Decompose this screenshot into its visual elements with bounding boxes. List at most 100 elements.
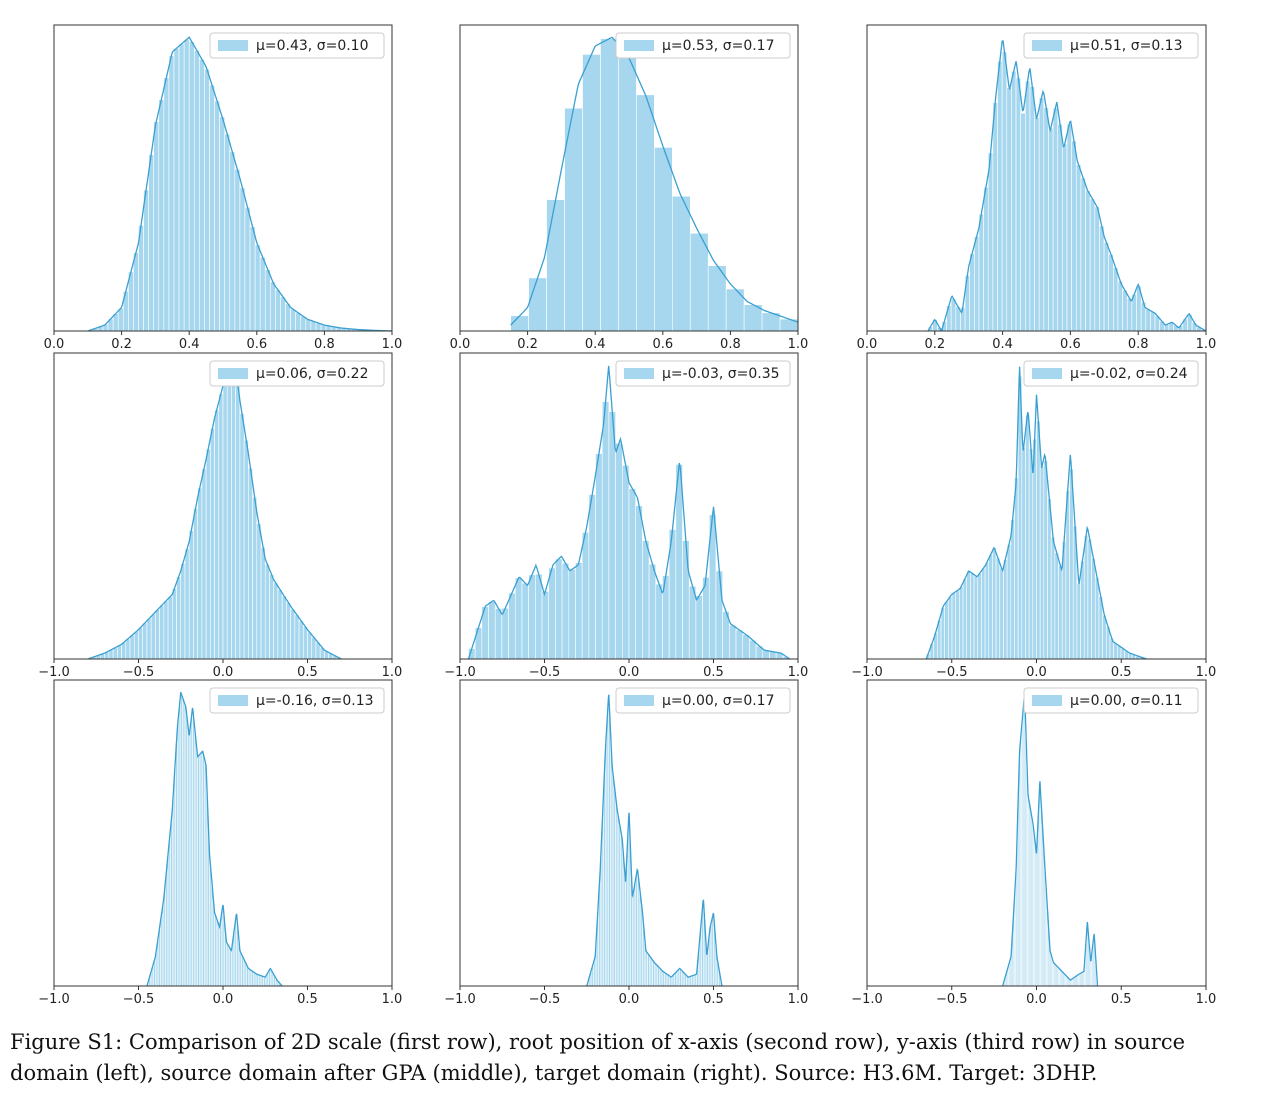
x-tick-label: −1.0: [851, 665, 883, 680]
x-tick-label: 0.5: [703, 992, 724, 1007]
histogram-bar: [508, 592, 516, 660]
histogram-bar: [1075, 164, 1082, 332]
histogram-bar: [568, 568, 576, 660]
x-tick-label: 0.0: [1026, 992, 1047, 1007]
x-tick-label: 1.0: [788, 665, 809, 680]
histogram-bar: [163, 600, 169, 660]
histogram-bar: [248, 467, 253, 660]
histogram-bar: [974, 236, 980, 332]
legend-swatch: [624, 40, 654, 51]
histogram-bar: [635, 505, 643, 660]
histogram-bar: [528, 277, 547, 332]
histogram-bar: [1048, 127, 1054, 332]
histogram-bar: [628, 488, 636, 660]
histogram-bar: [1145, 308, 1151, 332]
legend-box: [1023, 687, 1199, 714]
histogram-bar: [173, 47, 180, 332]
x-tick-label: 0.8: [314, 337, 335, 352]
histogram-bar: [277, 589, 283, 660]
histogram-bar: [541, 591, 550, 660]
legend-swatch: [1032, 695, 1062, 706]
legend-box: [615, 32, 791, 59]
histogram-bar: [535, 573, 543, 660]
histogram-bar: [129, 634, 135, 660]
histogram-bar: [474, 627, 483, 660]
histogram-bar: [243, 439, 249, 660]
histogram-bar: [168, 55, 175, 332]
legend-label: μ=0.43, σ=0.10: [256, 38, 369, 54]
histogram-bar: [193, 508, 198, 660]
histogram-bar: [1150, 311, 1156, 332]
histogram-bar: [1076, 583, 1081, 660]
x-tick-label: 0.8: [1128, 337, 1149, 352]
figure-plot-area: 0.0 0.2 0.4 0.6 0.8 1.0μ=0.43, σ=0.100.0 0.2 0.…: [38, 24, 1216, 1007]
histogram-bar: [1085, 190, 1091, 332]
histogram-bar: [264, 563, 270, 660]
histogram-bar: [729, 625, 737, 660]
histogram-bar: [201, 468, 207, 660]
histogram-bar: [138, 627, 144, 660]
chart-panel-1: 0.0 0.2 0.4 0.6 0.8 1.0 μ=0.43, σ=0.10: [44, 24, 403, 352]
legend-label: μ=0.06, σ=0.22: [256, 366, 369, 382]
histogram-bar: [973, 575, 979, 660]
histogram-bar: [601, 401, 610, 660]
x-tick-label: 0.5: [297, 665, 318, 680]
histogram-bar: [112, 647, 118, 660]
x-tick-label: 1.0: [382, 337, 403, 352]
histogram-bar: [1052, 107, 1059, 332]
x-tick-label: −0.5: [936, 992, 968, 1007]
legend-box: [615, 360, 791, 387]
x-tick-label: 0.0: [1026, 665, 1047, 680]
histogram-bar: [642, 540, 650, 660]
density-curve: [510, 36, 799, 326]
histogram-bar: [307, 631, 313, 660]
histogram-bar: [1113, 267, 1119, 332]
legend-label: μ=0.53, σ=0.17: [662, 38, 775, 54]
x-tick-label: 0.0: [619, 665, 640, 680]
histogram-bar: [1020, 112, 1026, 332]
legend-box: [209, 687, 385, 714]
x-tick-label: 0.4: [585, 337, 606, 352]
histogram-bar: [153, 121, 160, 332]
histogram-bar: [987, 152, 994, 332]
histogram-bar: [983, 187, 989, 332]
histogram-bar: [992, 102, 998, 332]
density-curve: [586, 694, 723, 987]
histogram-bar: [1043, 460, 1048, 660]
histogram-bar: [514, 577, 523, 660]
legend-swatch: [218, 40, 248, 51]
histogram-bar: [510, 315, 529, 332]
histogram-bar: [252, 497, 258, 660]
histogram-bar: [239, 187, 246, 332]
histogram-bar: [197, 487, 203, 660]
density-curve: [927, 40, 1207, 332]
histogram-bar: [951, 592, 957, 660]
histogram-bar: [1066, 123, 1072, 332]
histogram-bar: [148, 154, 155, 332]
histogram-bar: [159, 605, 165, 660]
histogram-bar: [618, 55, 637, 332]
legend-label: μ=-0.02, σ=0.24: [1070, 366, 1188, 382]
x-tick-label: −1.0: [38, 992, 70, 1007]
histogram-bar: [158, 99, 165, 332]
histogram-bar: [249, 226, 256, 332]
histogram-bar: [600, 38, 619, 332]
x-tick-label: −1.0: [851, 992, 883, 1007]
histogram-bar: [702, 576, 710, 660]
histogram-bar: [133, 252, 139, 332]
histogram-bar: [218, 393, 224, 660]
histogram-bar: [648, 563, 657, 660]
histogram-bar: [281, 595, 287, 660]
histogram-bar: [595, 453, 603, 660]
legend-swatch: [1032, 368, 1062, 379]
histogram-bar: [1080, 177, 1086, 332]
histogram-bar: [259, 256, 266, 332]
chart-panel-4: −1.0 −0.5 0.0 0.5 1.0 μ=0.06, σ=0.22: [38, 352, 402, 680]
histogram-bar: [224, 133, 231, 332]
histogram-bar: [1034, 117, 1040, 332]
histogram-bar: [977, 573, 982, 660]
chart-panel-5: −1.0 −0.5 0.0 0.5 1.0 μ=-0.03, σ=0.35: [444, 352, 809, 680]
histogram-bar: [214, 409, 220, 660]
x-tick-label: 0.5: [297, 992, 318, 1007]
histogram-bar: [962, 578, 968, 660]
